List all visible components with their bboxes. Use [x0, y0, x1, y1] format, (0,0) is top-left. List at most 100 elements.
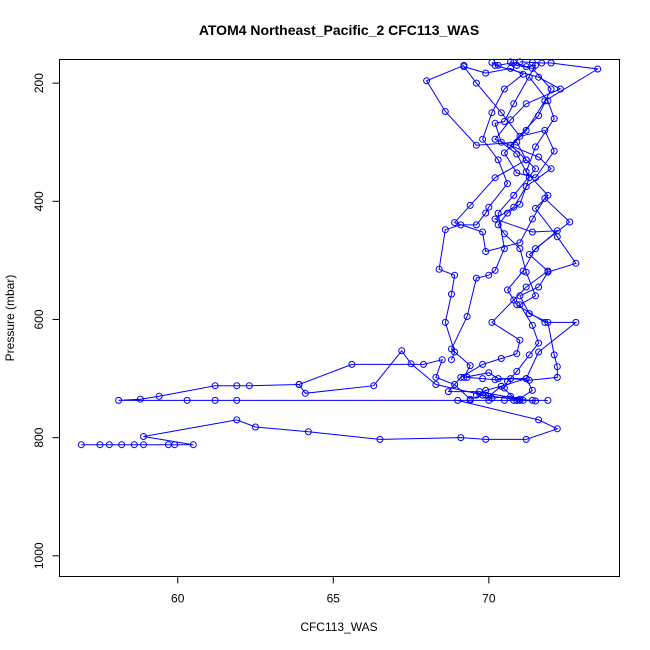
data-point	[164, 441, 172, 449]
y-tick-label: 600	[32, 309, 46, 329]
data-point	[504, 378, 511, 385]
data-point	[541, 318, 549, 326]
data-point	[451, 219, 459, 227]
data-point	[211, 382, 219, 390]
data-point	[528, 228, 536, 236]
data-point	[460, 63, 468, 71]
data-point	[472, 221, 480, 229]
data-point	[485, 369, 493, 377]
data-point	[463, 313, 471, 320]
data-point	[538, 59, 546, 67]
data-point	[463, 373, 471, 381]
data-point	[510, 191, 518, 199]
data-point	[245, 382, 253, 390]
data-point	[504, 286, 511, 294]
data-point	[472, 141, 480, 149]
data-point	[482, 391, 490, 399]
data-point	[472, 274, 480, 282]
data-point	[513, 150, 521, 158]
data-point	[516, 301, 524, 309]
series-line-4	[450, 61, 552, 402]
data-point	[500, 396, 508, 404]
data-point	[513, 301, 521, 309]
data-point	[301, 389, 309, 397]
data-point	[513, 396, 521, 404]
data-point	[491, 135, 499, 143]
data-point	[370, 382, 378, 390]
data-point	[544, 318, 552, 326]
data-point	[479, 228, 487, 236]
data-point	[451, 381, 459, 388]
data-point	[553, 373, 561, 381]
data-point	[519, 267, 527, 275]
data-point	[525, 251, 533, 258]
data-point	[532, 292, 539, 300]
data-point	[435, 265, 443, 273]
data-point	[522, 63, 530, 71]
data-point	[522, 435, 530, 443]
data-point	[494, 221, 502, 229]
data-point	[535, 283, 543, 291]
x-axis: 60 65 70	[171, 576, 496, 606]
data-point	[441, 318, 449, 326]
data-point	[479, 135, 487, 143]
y-tick-label: 1000	[32, 542, 46, 569]
data-point	[77, 441, 85, 449]
data-point	[497, 109, 505, 117]
data-point	[482, 69, 490, 77]
data-point	[541, 126, 549, 134]
data-point	[553, 425, 561, 433]
data-point	[541, 97, 549, 105]
data-point	[485, 271, 493, 279]
data-point	[466, 395, 474, 403]
data-point	[105, 441, 113, 449]
data-point	[448, 345, 455, 353]
y-tick-label: 400	[32, 191, 46, 211]
data-point	[516, 292, 524, 300]
data-point	[304, 428, 312, 436]
data-point	[513, 368, 521, 375]
data-point	[479, 360, 487, 368]
y-tick-label: 800	[32, 427, 46, 447]
data-point	[522, 126, 530, 134]
data-point	[491, 215, 499, 223]
data-point	[348, 360, 356, 368]
data-point	[482, 248, 490, 255]
data-point	[485, 203, 493, 211]
data-point	[510, 296, 518, 304]
points-layer	[77, 58, 602, 449]
data-point	[155, 392, 163, 400]
data-point	[525, 174, 533, 182]
data-point	[454, 396, 462, 404]
data-point	[507, 58, 515, 66]
data-point	[535, 153, 543, 161]
data-point	[494, 156, 502, 164]
data-point	[566, 218, 574, 226]
data-point	[479, 375, 487, 383]
data-point	[233, 382, 241, 390]
data-point	[140, 441, 147, 449]
data-point	[504, 180, 511, 188]
data-point	[497, 138, 505, 146]
data-point	[547, 165, 555, 173]
data-point	[510, 59, 518, 66]
data-point	[295, 381, 303, 388]
data-point	[438, 356, 446, 364]
data-point	[594, 65, 602, 73]
data-point	[504, 209, 511, 217]
data-point	[525, 376, 533, 384]
data-point	[525, 73, 533, 81]
data-point	[482, 209, 490, 217]
data-point	[420, 360, 427, 368]
data-point	[497, 355, 505, 362]
data-point	[432, 381, 440, 388]
data-point	[544, 268, 552, 276]
data-point	[183, 396, 191, 404]
data-point	[525, 351, 533, 359]
data-point	[532, 245, 539, 253]
data-point	[532, 204, 539, 212]
x-tick-label: 65	[327, 592, 341, 606]
data-point	[532, 143, 539, 151]
data-point	[550, 351, 558, 359]
data-point	[457, 221, 465, 229]
